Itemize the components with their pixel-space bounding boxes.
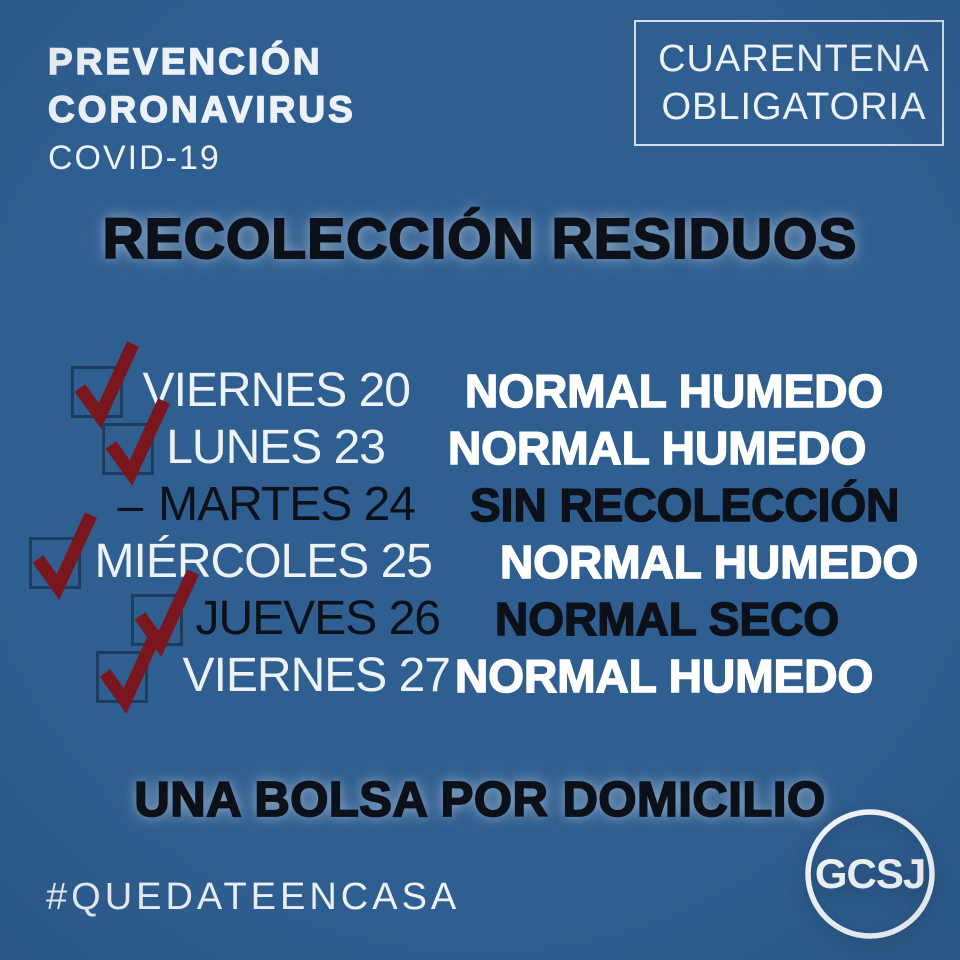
schedule-day: LUNES 23	[166, 421, 386, 474]
schedule-row-day-cell: – MARTES 24	[0, 477, 460, 532]
schedule-row-day-cell: VIERNES 20	[0, 340, 460, 429]
stay-home-hashtag: #QUEDATEENCASA	[46, 876, 461, 918]
schedule-row-day-cell: JUEVES 26	[0, 568, 460, 657]
dash-marker: –	[117, 478, 144, 531]
schedule-status: NORMAL HUMEDO	[447, 421, 867, 475]
header-subtitle: COVID-19	[48, 139, 221, 177]
schedule-row: LUNES 23 NORMAL HUMEDO	[0, 397, 960, 486]
page-title: RECOLECCIÓN RESIDUOS	[102, 206, 858, 272]
checked-checkbox	[102, 397, 171, 486]
schedule-status: NORMAL SECO	[494, 592, 840, 646]
one-bag-note: UNA BOLSA POR DOMICILIO	[134, 772, 826, 828]
checkmark-icon	[32, 511, 97, 600]
gcsj-logo: GCSJ	[805, 809, 935, 939]
checkmark-icon	[99, 625, 164, 714]
schedule-day: JUEVES 26	[195, 592, 441, 645]
schedule-row: VIERNES 27 NORMAL HUMEDO	[0, 625, 960, 714]
schedule-row: MIÉRCOLES 25 NORMAL HUMEDO	[0, 511, 960, 600]
schedule-status: NORMAL HUMEDO	[454, 649, 874, 703]
schedule-day: VIERNES 20	[142, 364, 411, 417]
header-line-1: PREVENCIÓN	[47, 40, 323, 82]
gcsj-logo-text: GCSJ	[815, 850, 925, 897]
checkmark-icon	[134, 568, 199, 657]
schedule-status: SIN RECOLECCIÓN	[469, 478, 900, 532]
schedule-status: NORMAL HUMEDO	[464, 364, 884, 418]
badge-line-2: OBLIGATORIA	[661, 86, 927, 128]
schedule-day: MIÉRCOLES 25	[94, 535, 433, 588]
schedule-row-day-cell: LUNES 23	[0, 397, 460, 486]
checked-checkbox	[28, 511, 97, 600]
schedule-row: – MARTES 24 SIN RECOLECCIÓN	[0, 476, 960, 533]
checkmark-icon	[105, 397, 171, 486]
header-line-2: CORONAVIRUS	[47, 88, 356, 130]
schedule-row-day-cell: MIÉRCOLES 25	[0, 511, 460, 600]
schedule-row: JUEVES 26 NORMAL SECO	[0, 568, 960, 657]
schedule-status: NORMAL HUMEDO	[499, 535, 919, 589]
schedule-row: VIERNES 20 NORMAL HUMEDO	[0, 340, 960, 429]
checkmark-icon	[74, 340, 139, 429]
checked-checkbox	[95, 625, 164, 714]
collection-schedule: VIERNES 20 NORMAL HUMEDO LUNES 23 NORMAL…	[0, 340, 960, 714]
header: PREVENCIÓN CORONAVIRUS COVID-19	[47, 38, 356, 178]
schedule-row-day-cell: VIERNES 27	[0, 625, 460, 714]
badge-line-1: CUARENTENA	[658, 38, 930, 80]
schedule-day: MARTES 24	[158, 478, 416, 531]
checked-checkbox	[70, 340, 139, 429]
schedule-day: VIERNES 27	[182, 649, 451, 702]
quarantine-badge: CUARENTENA OBLIGATORIA	[634, 20, 944, 146]
